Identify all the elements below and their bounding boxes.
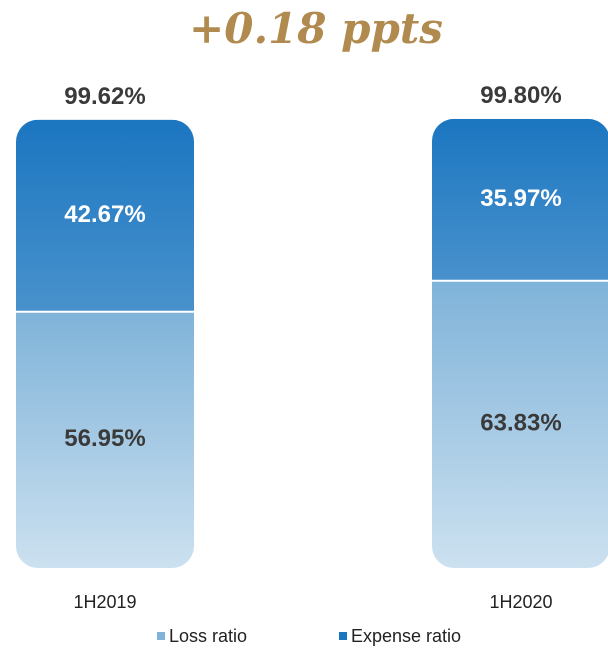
legend-swatch: [339, 632, 347, 640]
bar-segment: [432, 280, 608, 568]
total-label: 99.62%: [64, 83, 145, 110]
bar-stack: [16, 119, 194, 568]
bar-segment: [16, 119, 194, 312]
bar-stack: [432, 118, 608, 568]
x-tick-label: 1H2019: [73, 592, 136, 612]
x-tick-label: 1H2020: [489, 592, 552, 612]
value-label: 56.95%: [64, 425, 145, 452]
value-label: 35.97%: [480, 185, 561, 212]
legend-swatch: [157, 632, 165, 640]
bar-segment: [432, 118, 608, 281]
bar-segment: [16, 311, 194, 568]
value-label: 42.67%: [64, 201, 145, 228]
chart-title: +0.18 ppts: [189, 4, 443, 53]
total-label: 99.80%: [480, 82, 561, 109]
legend-label: Expense ratio: [351, 626, 461, 646]
legend-label: Loss ratio: [169, 626, 247, 646]
value-label: 63.83%: [480, 410, 561, 437]
